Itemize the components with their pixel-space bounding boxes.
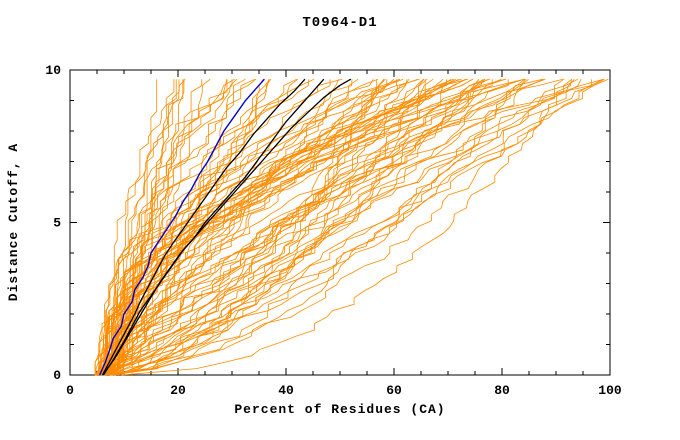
orange-model-curve	[111, 78, 434, 376]
x-tick-label: 100	[598, 383, 622, 398]
orange-model-curve	[113, 78, 238, 375]
orange-model-curve	[98, 78, 462, 376]
orange-model-curve	[95, 78, 579, 376]
orange-model-curve	[100, 79, 228, 376]
orange-model-curve	[107, 79, 340, 376]
axis-tick-labels: 0 20 40 60 80 100 0 5 10	[45, 63, 622, 398]
orange-model-curve	[110, 78, 264, 376]
orange-model-curve	[111, 78, 544, 376]
orange-model-curve	[104, 78, 489, 375]
highlight-curves	[99, 78, 352, 376]
orange-model-curve	[105, 78, 299, 375]
orange-model-curve	[103, 79, 483, 376]
orange-model-curve	[111, 78, 385, 376]
orange-model-curve	[110, 78, 359, 376]
orange-model-curve	[94, 78, 575, 376]
orange-model-curve	[114, 78, 573, 376]
orange-model-curve	[95, 79, 582, 376]
orange-model-curve	[105, 78, 527, 376]
y-tick-label: 5	[53, 216, 61, 231]
orange-model-curve	[103, 78, 246, 376]
orange-model-curve	[98, 78, 454, 375]
orange-model-curve	[106, 78, 428, 376]
orange-model-curve	[110, 78, 544, 375]
x-tick-label: 20	[170, 383, 186, 398]
orange-model-curve	[111, 78, 460, 375]
black-model-curve-1	[101, 78, 306, 376]
orange-model-curve	[121, 79, 572, 376]
blue-model-curve	[99, 78, 265, 376]
orange-model-curve	[112, 79, 353, 375]
black-model-curve-3	[102, 78, 325, 376]
orange-model-curve	[109, 78, 526, 376]
orange-model-curve	[100, 78, 604, 376]
axis-ticks	[69, 69, 611, 376]
orange-model-curve	[111, 78, 297, 376]
orange-model-curve	[106, 79, 592, 375]
orange-model-curve	[94, 78, 315, 375]
orange-model-curve	[96, 78, 379, 376]
orange-model-curve	[105, 78, 395, 375]
ensemble-curves	[94, 78, 609, 376]
x-tick-label: 80	[494, 383, 510, 398]
y-tick-label: 0	[53, 368, 61, 383]
orange-model-curve	[101, 78, 565, 376]
x-tick-label: 60	[386, 383, 402, 398]
orange-model-curve	[105, 78, 467, 375]
orange-model-curve	[117, 78, 235, 375]
orange-model-curve	[97, 79, 175, 376]
orange-model-curve	[105, 78, 425, 376]
chart-title: T0964-D1	[302, 15, 377, 31]
orange-model-curve	[98, 78, 404, 375]
orange-model-curve	[113, 79, 426, 376]
black-model-curve-2	[102, 78, 352, 376]
orange-model-curve	[97, 79, 493, 376]
orange-model-curve	[102, 79, 177, 375]
y-axis-label: Distance Cutoff, A	[6, 143, 21, 301]
orange-model-curve	[131, 78, 609, 376]
x-axis-label: Percent of Residues (CA)	[234, 402, 445, 417]
orange-model-curve	[108, 79, 388, 376]
x-tick-label: 0	[66, 383, 74, 398]
y-tick-label: 10	[45, 63, 61, 78]
x-tick-label: 40	[278, 383, 294, 398]
